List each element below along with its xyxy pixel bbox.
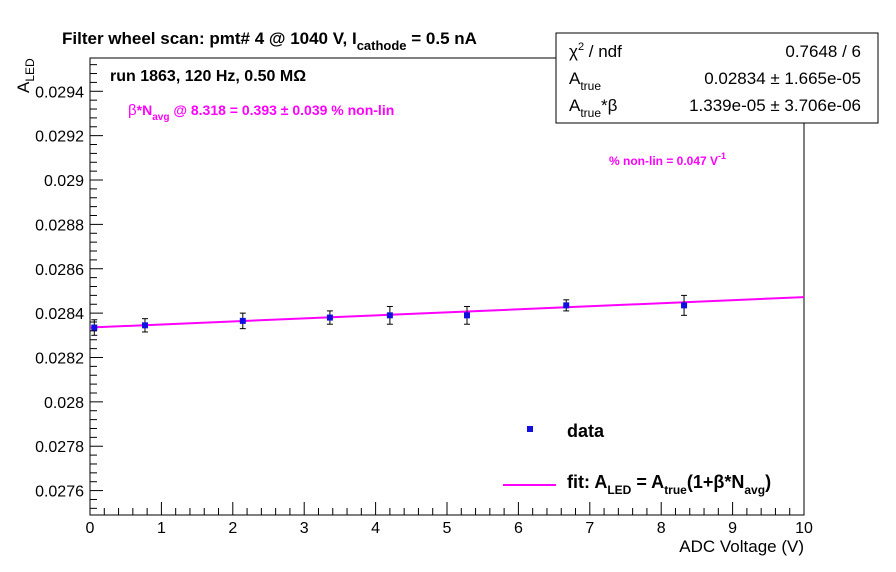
x-axis-title: ADC Voltage (V) [679,537,804,556]
data-marker [326,314,333,321]
y-axis-tick-labels: 0.0276 0.0278 0.028 0.0282 0.0284 0.0286 0.028… [35,84,84,500]
data-marker [563,302,570,309]
y-tick-label: 0.0278 [35,439,84,456]
y-tick-label: 0.028 [44,395,84,412]
nonlin-text: % non-lin = 0.047 V [609,154,718,168]
x-tick-label: 2 [228,520,237,537]
plot-frame [89,57,805,516]
x-tick-label: 6 [514,520,523,537]
data-marker [463,312,470,319]
data-point [681,294,688,316]
chart-title: Filter wheel scan: pmt# 4 @ 1040 V, Icat… [62,29,477,53]
stats-atrue-label: Atrue [569,69,601,93]
stats-chi2-label: χ2 / ndf [569,41,622,61]
stats-box-frame [555,32,879,124]
fit-line [89,296,805,329]
nonlin-annotation: % non-lin = 0.047 V-1 [609,151,726,168]
beta-annotation: β*Navg @ 8.318 = 0.393 ± 0.039 % non-lin [128,102,394,123]
data-marker [91,324,98,331]
x-tick-label: 8 [657,520,666,537]
x-axis-ticks [89,502,805,515]
data-marker [386,312,393,319]
y-axis-title-subscript: LED [23,58,37,82]
x-tick-label: 0 [86,520,95,537]
x-tick-label: 10 [795,520,813,537]
chart-title-subscript: cathode [357,38,407,53]
run-info: run 1863, 120 Hz, 0.50 MΩ [110,68,306,85]
x-tick-label: 5 [443,520,452,537]
y-axis-title-main: A [14,81,33,93]
x-tick-label: 9 [728,520,737,537]
x-tick-label: 4 [371,520,380,537]
y-axis-ticks [90,64,103,509]
y-tick-label: 0.0286 [35,262,84,279]
stats-chi2-value: 0.7648 / 6 [785,42,861,61]
y-tick-label: 0.0292 [35,129,84,146]
x-tick-label: 3 [300,520,309,537]
legend-data-label: data [567,421,605,441]
y-tick-label: 0.0288 [35,217,84,234]
y-tick-label: 0.0276 [35,484,84,501]
data-points [91,294,688,336]
y-axis-title: ALED [14,58,37,93]
data-marker [681,302,688,309]
legend: data fit: ALED = Atrue(1+β*Navg) [503,421,771,497]
data-point [386,305,393,325]
data-marker [141,322,148,329]
data-point [463,305,470,325]
y-tick-label: 0.0294 [35,84,84,101]
legend-fit-label: fit: ALED = Atrue(1+β*Navg) [567,472,771,497]
data-marker [239,317,246,324]
stats-atrue-value: 0.02834 ± 1.665e-05 [704,69,861,88]
x-tick-label: 1 [157,520,166,537]
chart-title-tail: = 0.5 nA [407,29,477,48]
data-point [239,312,246,330]
legend-data-marker [527,426,533,432]
stats-box: χ2 / ndf 0.7648 / 6 Atrue 0.02834 ± 1.66… [555,32,879,124]
y-tick-label: 0.029 [44,173,84,190]
y-tick-label: 0.0284 [35,306,84,323]
x-tick-label: 7 [585,520,594,537]
stats-atrue-beta-value: 1.339e-05 ± 3.706e-06 [689,96,861,115]
data-point [91,319,98,336]
y-tick-label: 0.0282 [35,350,84,367]
data-point [326,310,333,325]
nonlin-superscript: -1 [718,151,726,161]
stats-atrue-beta-label: Atrue*β [569,96,618,120]
beta-n: *N [137,102,153,118]
data-point [563,299,570,312]
data-point [141,318,148,333]
chart-title-main: Filter wheel scan: pmt# 4 @ 1040 V, I [62,29,357,48]
beta-n-subscript: avg [152,112,169,123]
beta-symbol: β [128,102,137,119]
beta-tail: @ 8.318 = 0.393 ± 0.039 % non-lin [169,102,394,118]
x-axis-tick-labels: 0 1 2 3 4 5 6 7 8 9 10 [86,520,813,537]
